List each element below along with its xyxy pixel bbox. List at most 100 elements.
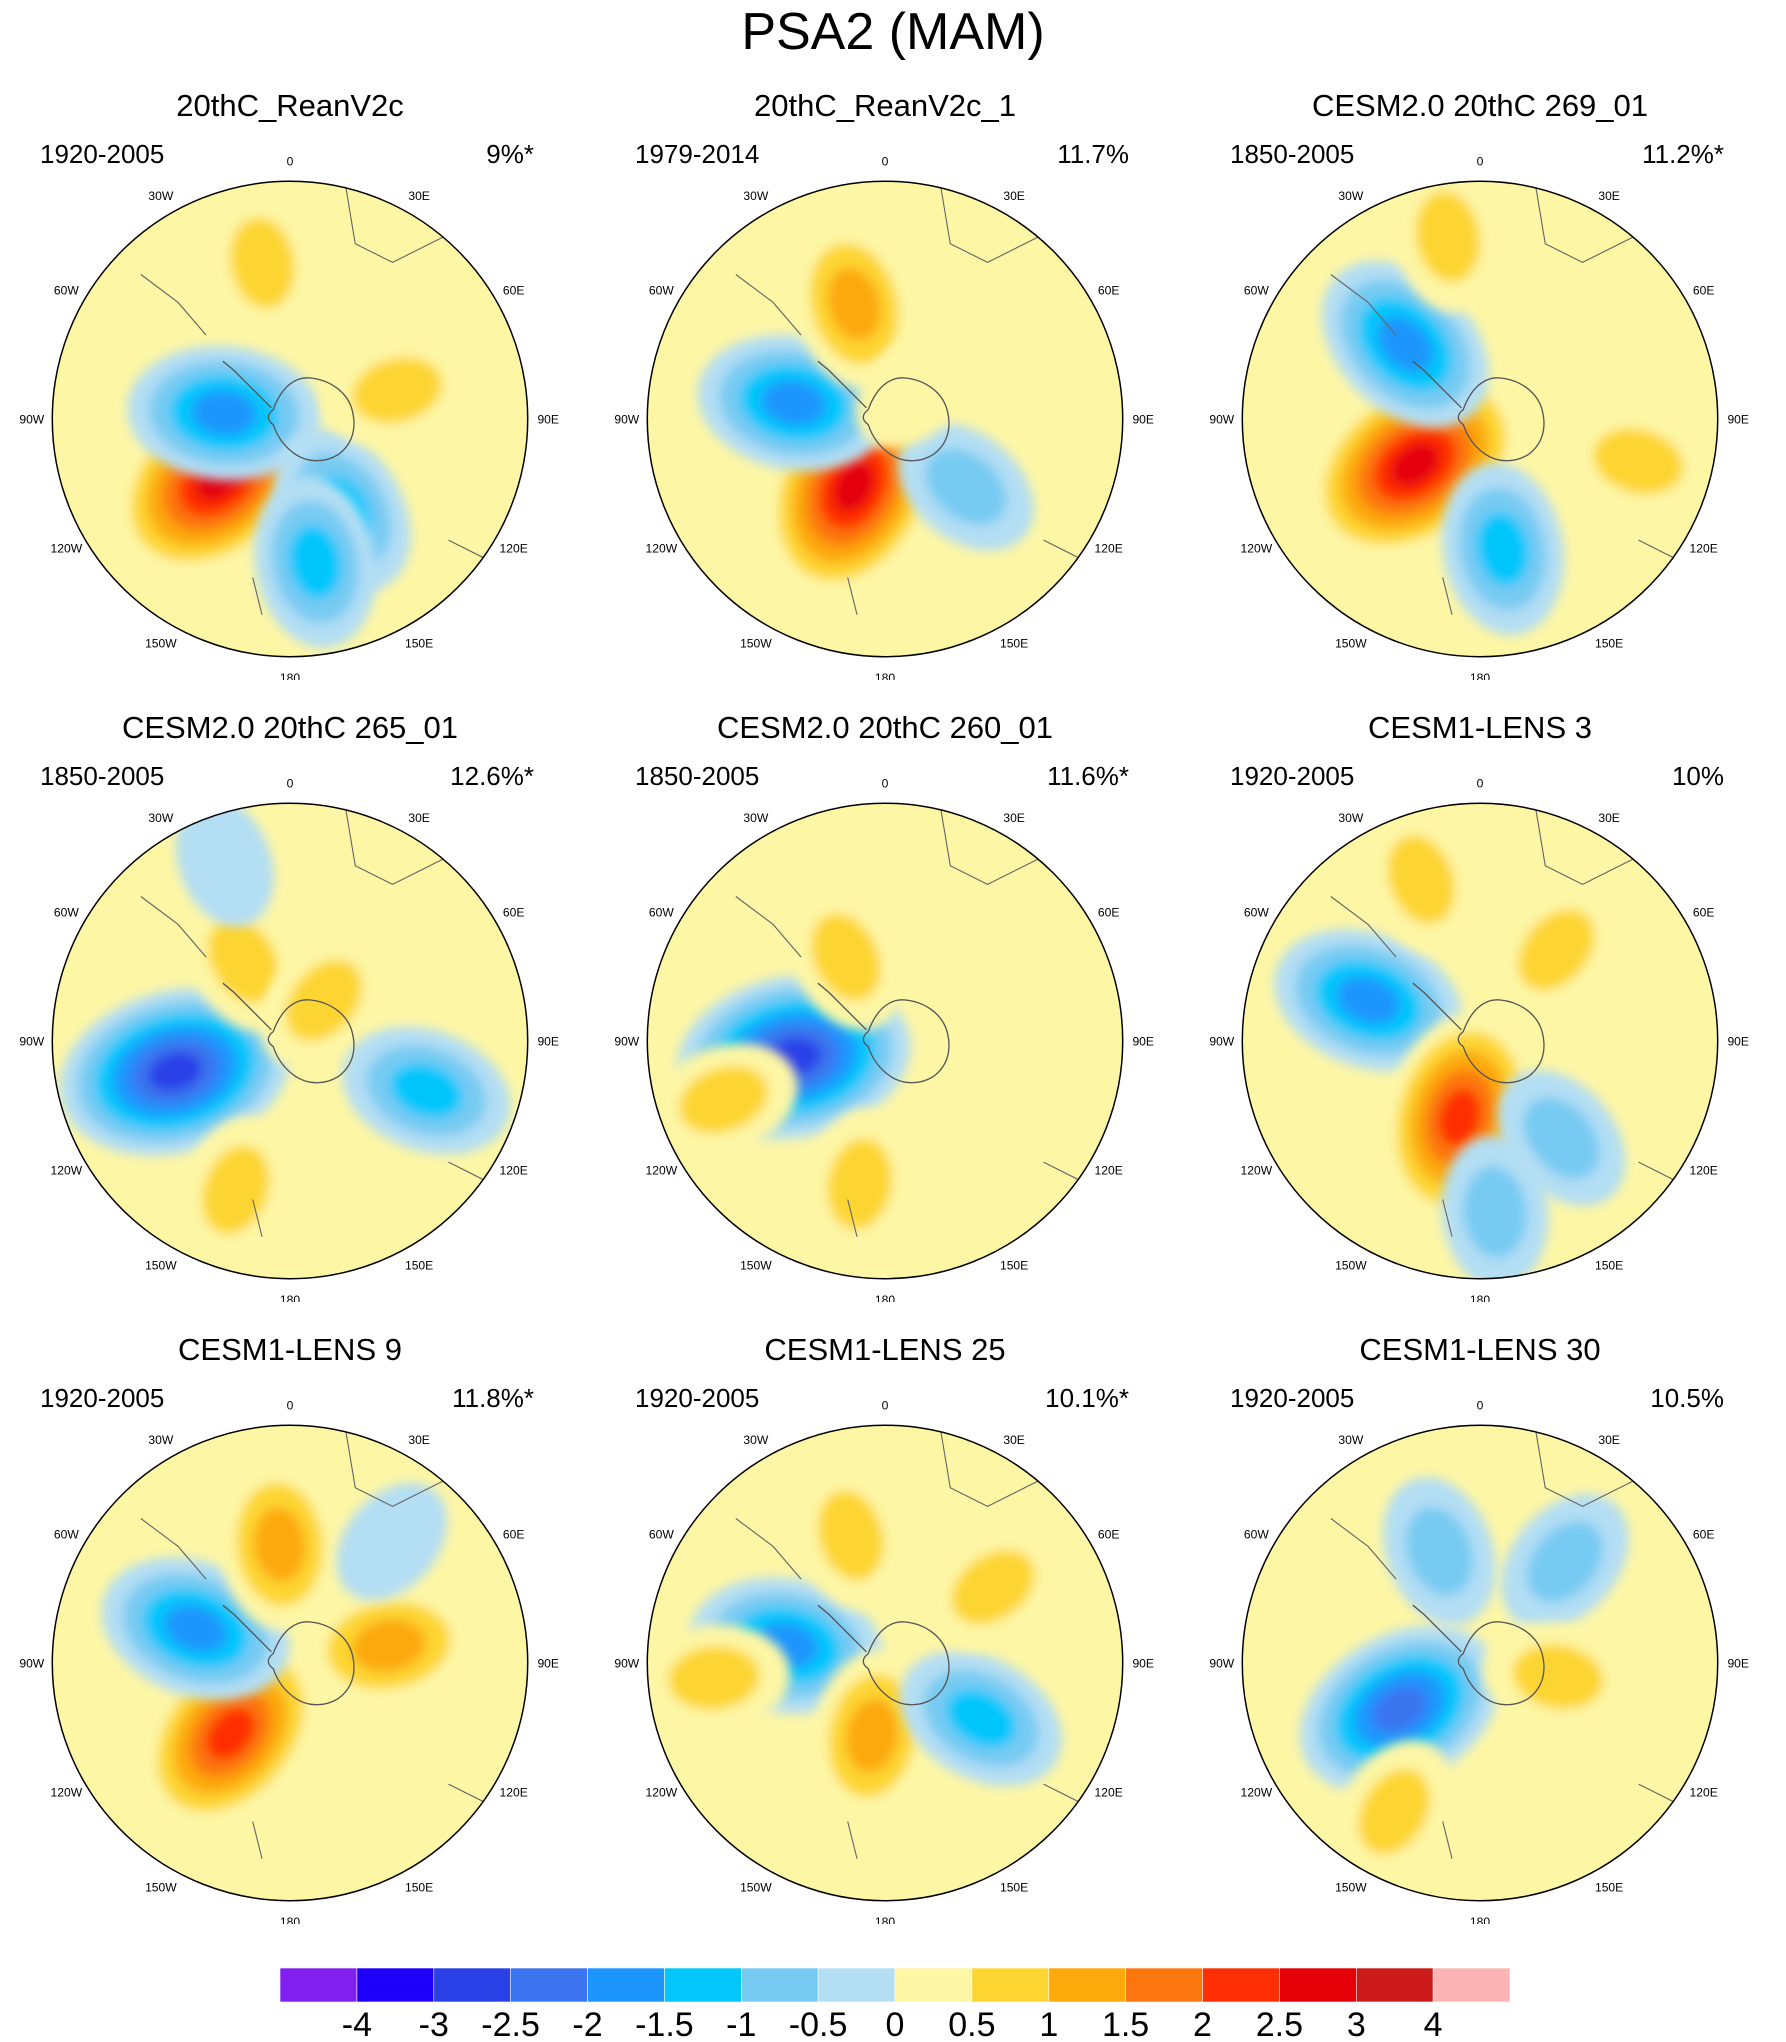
contour-level	[845, 1698, 899, 1773]
map-panel: 20thC_ReanV2c 1920-2005 9%* 0 30E 60E 90E 120E 1…	[0, 80, 580, 700]
contour-level	[761, 380, 827, 426]
longitude-label: 180	[1470, 1915, 1490, 1924]
longitude-label: 0	[882, 1398, 889, 1412]
panel-title: 20thC_ReanV2c	[176, 88, 404, 123]
anomaly-blob	[856, 333, 971, 448]
longitude-label: 120W	[1241, 542, 1273, 556]
panel-title: CESM2.0 20thC 265_01	[121, 710, 459, 745]
map-border	[51, 1424, 529, 1902]
antarctica-coastline	[1412, 1604, 1545, 1706]
contour-level	[679, 1065, 769, 1134]
anomaly-blob	[1364, 805, 1478, 954]
anomaly-blob	[1501, 1494, 1629, 1630]
colorbar: -4 -3 -2.5 -2 -1.5 -1 -0.5 0 0.5 1 1.5 2 2.5 3 4	[279, 1967, 1511, 2040]
contour-level	[352, 357, 443, 424]
longitude-label: 180	[280, 671, 300, 680]
longitude-label: 90W	[19, 413, 44, 427]
colorbar-tick-label: 1.5	[1102, 2006, 1149, 2040]
panel-period: 1850-2005	[1230, 139, 1355, 169]
contour-level	[1518, 909, 1595, 991]
panel-period: 1850-2005	[40, 761, 165, 791]
longitude-label: 180	[280, 1293, 300, 1302]
colorbar-swatch	[1356, 1967, 1434, 2003]
longitude-label: 120E	[499, 1786, 527, 1800]
longitude-label: 120W	[646, 1164, 678, 1178]
longitude-label: 90E	[537, 1657, 559, 1671]
map-border	[51, 802, 529, 1280]
contour-level	[833, 460, 875, 512]
contour-level	[827, 1138, 893, 1230]
continent-outlines	[1330, 1431, 1695, 1859]
map-border	[1241, 1424, 1719, 1902]
contour-level	[1476, 512, 1530, 586]
anomaly-blob	[1382, 1477, 1496, 1626]
longitude-label: 60E	[503, 1528, 525, 1542]
map-border	[51, 180, 529, 658]
continent-outlines	[140, 187, 505, 615]
panel-title: CESM1-LENS 9	[178, 1332, 402, 1367]
longitude-label: 150W	[740, 1258, 772, 1272]
polar-map: 0 30E 60E 90E 120E 150E 180 150W 120W 90W 60W 30W	[19, 1398, 559, 1924]
panel-variance: 9%*	[486, 139, 534, 169]
colorbar-tick-label: -1	[726, 2006, 756, 2040]
longitude-label: 30W	[148, 1433, 173, 1447]
longitude-label: 60E	[503, 906, 525, 920]
colorbar-swatch	[587, 1967, 665, 2003]
contour-level	[817, 1490, 884, 1581]
panel-title: CESM2.0 20thC 260_01	[716, 710, 1054, 745]
longitude-label: 0	[882, 154, 889, 168]
colorbar-swatch	[510, 1967, 588, 2003]
colorbar-swatch	[1202, 1967, 1280, 2003]
longitude-label: 60W	[54, 1528, 79, 1542]
continent-outlines	[1330, 809, 1695, 1237]
continent-outlines	[140, 1431, 505, 1859]
longitude-label: 30E	[1003, 1433, 1025, 1447]
longitude-label: 30E	[1598, 811, 1620, 825]
longitude-label: 30E	[1003, 811, 1025, 825]
contour-level	[191, 390, 257, 436]
panel-variance: 10%	[1671, 761, 1724, 791]
continent-outlines	[735, 1431, 1100, 1859]
longitude-label: 150E	[1000, 1258, 1028, 1272]
longitude-label: 120W	[51, 1786, 83, 1800]
longitude-label: 120E	[499, 1164, 527, 1178]
panel-period: 1920-2005	[40, 139, 165, 169]
contour-level	[206, 1707, 255, 1760]
colorbar-tick-label: 1	[1039, 2006, 1058, 2040]
antarctica-coastline	[222, 1604, 355, 1706]
longitude-label: 90E	[1727, 1035, 1749, 1049]
contour-level	[1415, 191, 1481, 283]
longitude-label: 60E	[1098, 906, 1120, 920]
panel-title: CESM1-LENS 30	[1359, 1332, 1601, 1367]
contour-level	[202, 1145, 270, 1235]
anomaly-blob	[1492, 882, 1621, 1018]
colorbar-tick-label: 4	[1424, 2006, 1443, 2040]
anomaly-blob	[208, 187, 317, 339]
longitude-label: 30W	[1338, 811, 1363, 825]
anomaly-blob	[900, 1650, 1062, 1787]
continent-outlines	[140, 809, 505, 1237]
antarctica-coastline	[1412, 360, 1545, 462]
anomaly-blob	[1274, 929, 1463, 1072]
polar-map: 0 30E 60E 90E 120E 150E 180 150W 120W 90W 60W 30W	[1209, 154, 1749, 680]
longitude-label: 60E	[503, 284, 525, 298]
colorbar-swatch	[1279, 1967, 1357, 2003]
anomaly-blob	[1334, 1740, 1454, 1884]
longitude-label: 60W	[649, 284, 674, 298]
longitude-label: 150E	[1595, 1880, 1623, 1894]
contour-level	[390, 1063, 463, 1118]
contour-level	[351, 1619, 426, 1672]
anomaly-blob	[322, 335, 473, 446]
longitude-label: 120E	[1094, 1786, 1122, 1800]
longitude-label: 60W	[54, 906, 79, 920]
longitude-label: 150W	[740, 1880, 772, 1894]
colorbar-swatch	[817, 1967, 896, 2003]
longitude-label: 150W	[1335, 1258, 1367, 1272]
anomaly-blob	[791, 218, 917, 390]
longitude-label: 90W	[1209, 1657, 1234, 1671]
longitude-label: 120W	[646, 1786, 678, 1800]
longitude-label: 60E	[1098, 284, 1120, 298]
continent-outlines	[735, 809, 1100, 1237]
longitude-label: 30E	[1598, 189, 1620, 203]
colorbar-swatch	[894, 1967, 973, 2003]
